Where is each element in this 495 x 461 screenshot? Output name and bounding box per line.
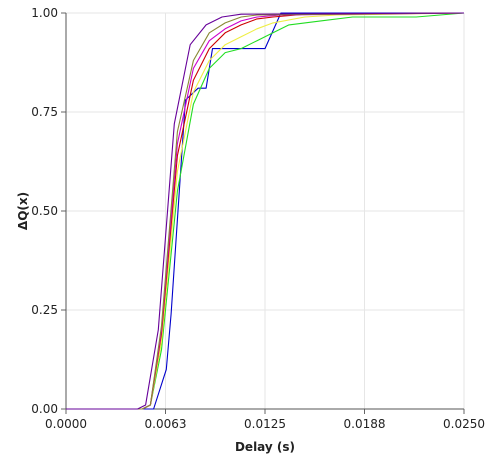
x-axis-title: Delay (s) <box>235 440 295 454</box>
tick-labels: 0.0000 0.0063 0.0125 0.0188 0.0250 0.00 0.25 0.… <box>31 6 485 431</box>
y-axis-title: ΔQ(x) <box>16 192 30 230</box>
series-lines <box>66 12 465 410</box>
y-tick-label: 0.00 <box>31 402 58 416</box>
x-tick-label: 0.0063 <box>145 417 187 431</box>
grid <box>65 12 465 410</box>
series-line-1 <box>66 12 464 410</box>
y-tick-label: 1.00 <box>31 6 58 20</box>
x-tick-label: 0.0000 <box>45 417 87 431</box>
x-tick-label: 0.0125 <box>244 417 286 431</box>
y-tick-label: 0.50 <box>31 204 58 218</box>
x-tick-label: 0.0188 <box>344 417 386 431</box>
series-line-6 <box>66 12 465 410</box>
series-line-2 <box>66 12 465 410</box>
x-tick-label: 0.0250 <box>443 417 485 431</box>
y-tick-label: 0.75 <box>31 105 58 119</box>
series-line-7 <box>66 12 465 410</box>
y-tick-label: 0.25 <box>31 303 58 317</box>
axes <box>61 12 465 414</box>
